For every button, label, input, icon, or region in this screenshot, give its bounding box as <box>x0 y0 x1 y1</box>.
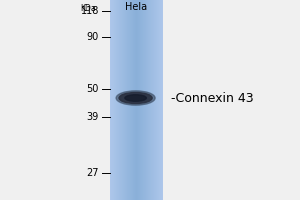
Ellipse shape <box>125 95 146 101</box>
Text: 39: 39 <box>87 112 99 122</box>
Ellipse shape <box>119 92 152 104</box>
Text: 27: 27 <box>86 168 99 178</box>
Text: -Connexin 43: -Connexin 43 <box>171 92 253 104</box>
Text: 90: 90 <box>87 32 99 42</box>
Ellipse shape <box>116 91 155 105</box>
Text: KDa: KDa <box>80 4 96 13</box>
Text: Hela: Hela <box>125 2 147 12</box>
Text: 118: 118 <box>81 6 99 16</box>
Text: 50: 50 <box>87 84 99 94</box>
